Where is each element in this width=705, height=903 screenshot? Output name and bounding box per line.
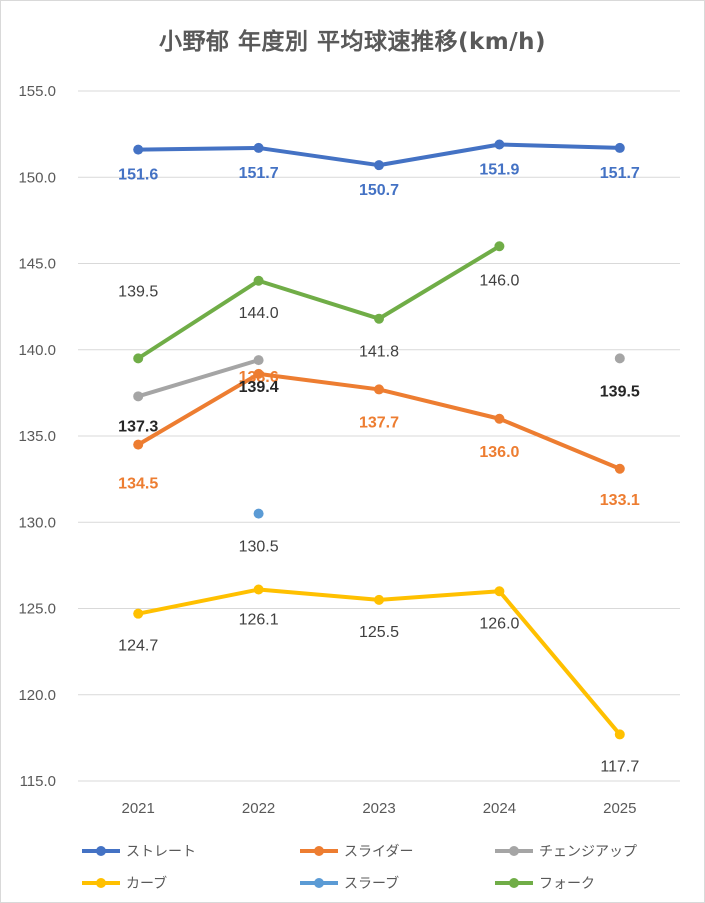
- data-label: 151.9: [479, 161, 519, 178]
- data-label: 139.5: [600, 383, 640, 400]
- data-point: [614, 142, 625, 153]
- series-line: [136, 358, 261, 399]
- y-tick-label: 125.0: [18, 601, 56, 618]
- series-1: [133, 139, 625, 171]
- legend-label: スラーブ: [344, 875, 399, 892]
- y-tick-label: 115.0: [20, 773, 56, 790]
- legend-label: ストレート: [126, 844, 196, 860]
- series-6: [133, 241, 505, 364]
- data-label: 117.7: [600, 758, 639, 775]
- y-tick-label: 135.0: [18, 428, 56, 445]
- legend-item[interactable]: チェンジアップ: [495, 844, 637, 860]
- data-point: [374, 313, 384, 324]
- legend-label: カーブ: [126, 875, 167, 892]
- chart-title: 小野郁 年度別 平均球速推移(km/h): [158, 29, 547, 55]
- data-label: 126.0: [479, 615, 519, 632]
- x-tick-label: 2024: [483, 800, 516, 817]
- data-point: [494, 586, 505, 597]
- data-point: [614, 353, 625, 364]
- axis-layer: 155.0 150.0 145.0 140.0 135.0 130.0 125.0 120.0…: [18, 83, 636, 817]
- legend-label: スライダー: [344, 844, 413, 860]
- legend-item[interactable]: スラーブ: [300, 875, 399, 892]
- legend-item[interactable]: フォーク: [495, 876, 595, 892]
- series-2: [133, 368, 625, 474]
- data-point: [253, 508, 264, 519]
- legend-swatch-marker: [96, 878, 106, 888]
- legend-label: チェンジアップ: [539, 844, 637, 860]
- legend-swatch-marker: [509, 846, 519, 856]
- data-label: 130.5: [239, 539, 279, 556]
- data-point: [133, 439, 144, 450]
- data-point: [494, 139, 505, 150]
- y-tick-label: 150.0: [18, 169, 56, 186]
- series-3: [133, 353, 625, 402]
- data-point: [494, 241, 505, 252]
- data-point: [374, 160, 384, 171]
- data-label: 139.5: [118, 283, 158, 300]
- data-label: 125.5: [359, 624, 399, 641]
- data-label: 146.0: [479, 272, 519, 289]
- data-label-layer: 151.6 151.7 150.7 151.9 151.7 134.5 138.6 137.7…: [118, 161, 640, 775]
- data-label: 151.7: [239, 165, 279, 182]
- data-label: 139.4: [239, 379, 279, 396]
- data-point: [133, 353, 144, 364]
- legend-swatch-marker: [314, 878, 324, 888]
- data-label: 151.7: [600, 165, 640, 182]
- data-label: 137.7: [359, 414, 399, 431]
- legend-swatch-marker: [509, 878, 519, 888]
- data-label: 126.1: [239, 612, 279, 629]
- y-tick-label: 140.0: [18, 342, 56, 359]
- data-label: 150.7: [359, 182, 399, 199]
- data-point: [253, 584, 264, 595]
- data-point: [133, 144, 144, 155]
- data-point: [374, 594, 384, 605]
- x-tick-label: 2022: [242, 800, 275, 817]
- x-tick-label: 2023: [362, 800, 395, 817]
- legend-swatch-marker: [96, 846, 106, 856]
- y-tick-label: 130.0: [18, 514, 56, 531]
- data-label: 134.5: [118, 476, 158, 493]
- x-tick-label: 2025: [603, 800, 636, 817]
- data-label: 124.7: [118, 638, 158, 655]
- data-point: [494, 413, 505, 424]
- data-point: [253, 368, 264, 379]
- series-line: [136, 244, 502, 361]
- series-5: [253, 508, 264, 519]
- y-tick-label: 120.0: [18, 687, 56, 704]
- data-point: [133, 608, 144, 619]
- y-tick-label: 145.0: [18, 256, 56, 273]
- legend-item[interactable]: スライダー: [300, 844, 413, 860]
- legend-item[interactable]: ストレート: [82, 844, 196, 860]
- data-point: [253, 142, 264, 153]
- data-label: 133.1: [600, 492, 640, 509]
- legend-swatch-marker: [314, 846, 324, 856]
- data-point: [374, 384, 384, 395]
- data-label: 141.8: [359, 344, 399, 361]
- data-label: 136.0: [479, 444, 519, 461]
- data-label: 138.6: [239, 369, 279, 386]
- data-point: [253, 275, 264, 286]
- data-point: [614, 463, 625, 474]
- data-label: 144.0: [239, 305, 279, 322]
- legend-label: フォーク: [539, 876, 595, 892]
- data-point: [614, 729, 625, 740]
- y-tick-label: 155.0: [18, 83, 56, 100]
- series-layer: [133, 139, 625, 740]
- data-point: [133, 391, 144, 402]
- data-label: 151.6: [118, 167, 158, 184]
- x-tick-label: 2021: [122, 800, 155, 817]
- legend-item[interactable]: カーブ: [82, 875, 167, 892]
- series-4: [133, 584, 625, 740]
- grid-layer: [78, 90, 680, 782]
- series-line: [136, 587, 622, 737]
- data-point: [253, 355, 264, 366]
- data-label: 137.3: [118, 418, 158, 435]
